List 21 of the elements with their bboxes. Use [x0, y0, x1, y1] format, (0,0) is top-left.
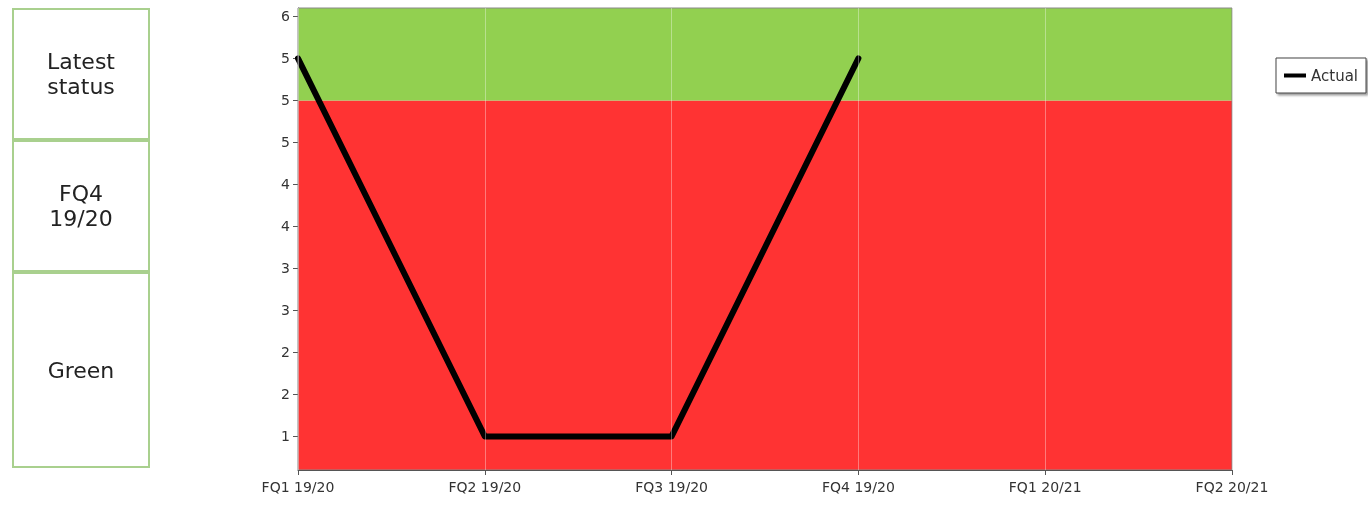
x-tick-label: FQ2 19/20 — [448, 479, 522, 495]
text: FQ4 19/20 — [12, 140, 150, 272]
y-tick-label: 1 — [281, 428, 290, 445]
y-tick-label: 5 — [281, 134, 290, 151]
x-tick-label: FQ4 19/20 — [822, 479, 895, 495]
text: Green — [12, 272, 150, 468]
x-tick-label: FQ1 19/20 — [261, 479, 335, 495]
y-tick-label: 5 — [281, 92, 290, 109]
y-tick-label: 4 — [281, 176, 291, 193]
x-tick-label: FQ2 20/21 — [1195, 479, 1269, 495]
x-tick-label: FQ1 20/21 — [1008, 479, 1082, 495]
y-tick-label: 6 — [281, 8, 291, 25]
y-tick-label: 4 — [281, 218, 291, 235]
y-tick-label: 5 — [281, 50, 290, 67]
text: Latest status — [12, 8, 150, 140]
y-tick-label: 3 — [281, 260, 290, 277]
y-tick-label: 2 — [281, 344, 290, 361]
y-tick-label: 3 — [281, 302, 290, 319]
x-tick-label: FQ3 19/20 — [635, 479, 708, 495]
y-tick-label: 2 — [281, 386, 290, 403]
legend-label: Actual — [1311, 66, 1359, 85]
